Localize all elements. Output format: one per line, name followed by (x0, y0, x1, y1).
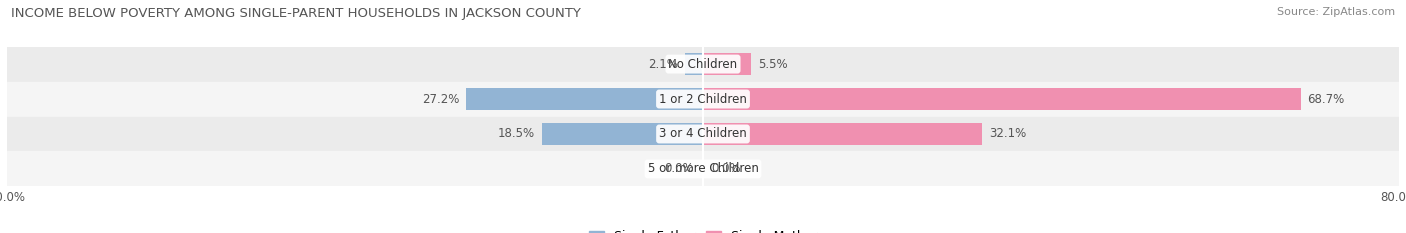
Text: 32.1%: 32.1% (990, 127, 1026, 140)
Bar (703, 53, 751, 75)
Text: 5 or more Children: 5 or more Children (648, 162, 758, 175)
Bar (7, 151, 1399, 186)
Bar (7, 47, 1399, 82)
Text: 5.5%: 5.5% (758, 58, 787, 71)
Text: 1 or 2 Children: 1 or 2 Children (659, 93, 747, 106)
Text: 3 or 4 Children: 3 or 4 Children (659, 127, 747, 140)
Bar (467, 88, 703, 110)
Legend: Single Father, Single Mother: Single Father, Single Mother (589, 230, 817, 233)
Bar (7, 116, 1399, 151)
Text: 0.0%: 0.0% (665, 162, 695, 175)
Bar (703, 123, 983, 145)
Bar (685, 53, 703, 75)
Text: Source: ZipAtlas.com: Source: ZipAtlas.com (1277, 7, 1395, 17)
Text: INCOME BELOW POVERTY AMONG SINGLE-PARENT HOUSEHOLDS IN JACKSON COUNTY: INCOME BELOW POVERTY AMONG SINGLE-PARENT… (11, 7, 581, 20)
Bar (543, 123, 703, 145)
Text: 0.0%: 0.0% (711, 162, 741, 175)
Text: 68.7%: 68.7% (1308, 93, 1346, 106)
Bar (703, 88, 1301, 110)
Text: 27.2%: 27.2% (422, 93, 460, 106)
Text: 18.5%: 18.5% (498, 127, 536, 140)
Text: 2.1%: 2.1% (648, 58, 678, 71)
Bar (7, 82, 1399, 116)
Text: No Children: No Children (668, 58, 738, 71)
